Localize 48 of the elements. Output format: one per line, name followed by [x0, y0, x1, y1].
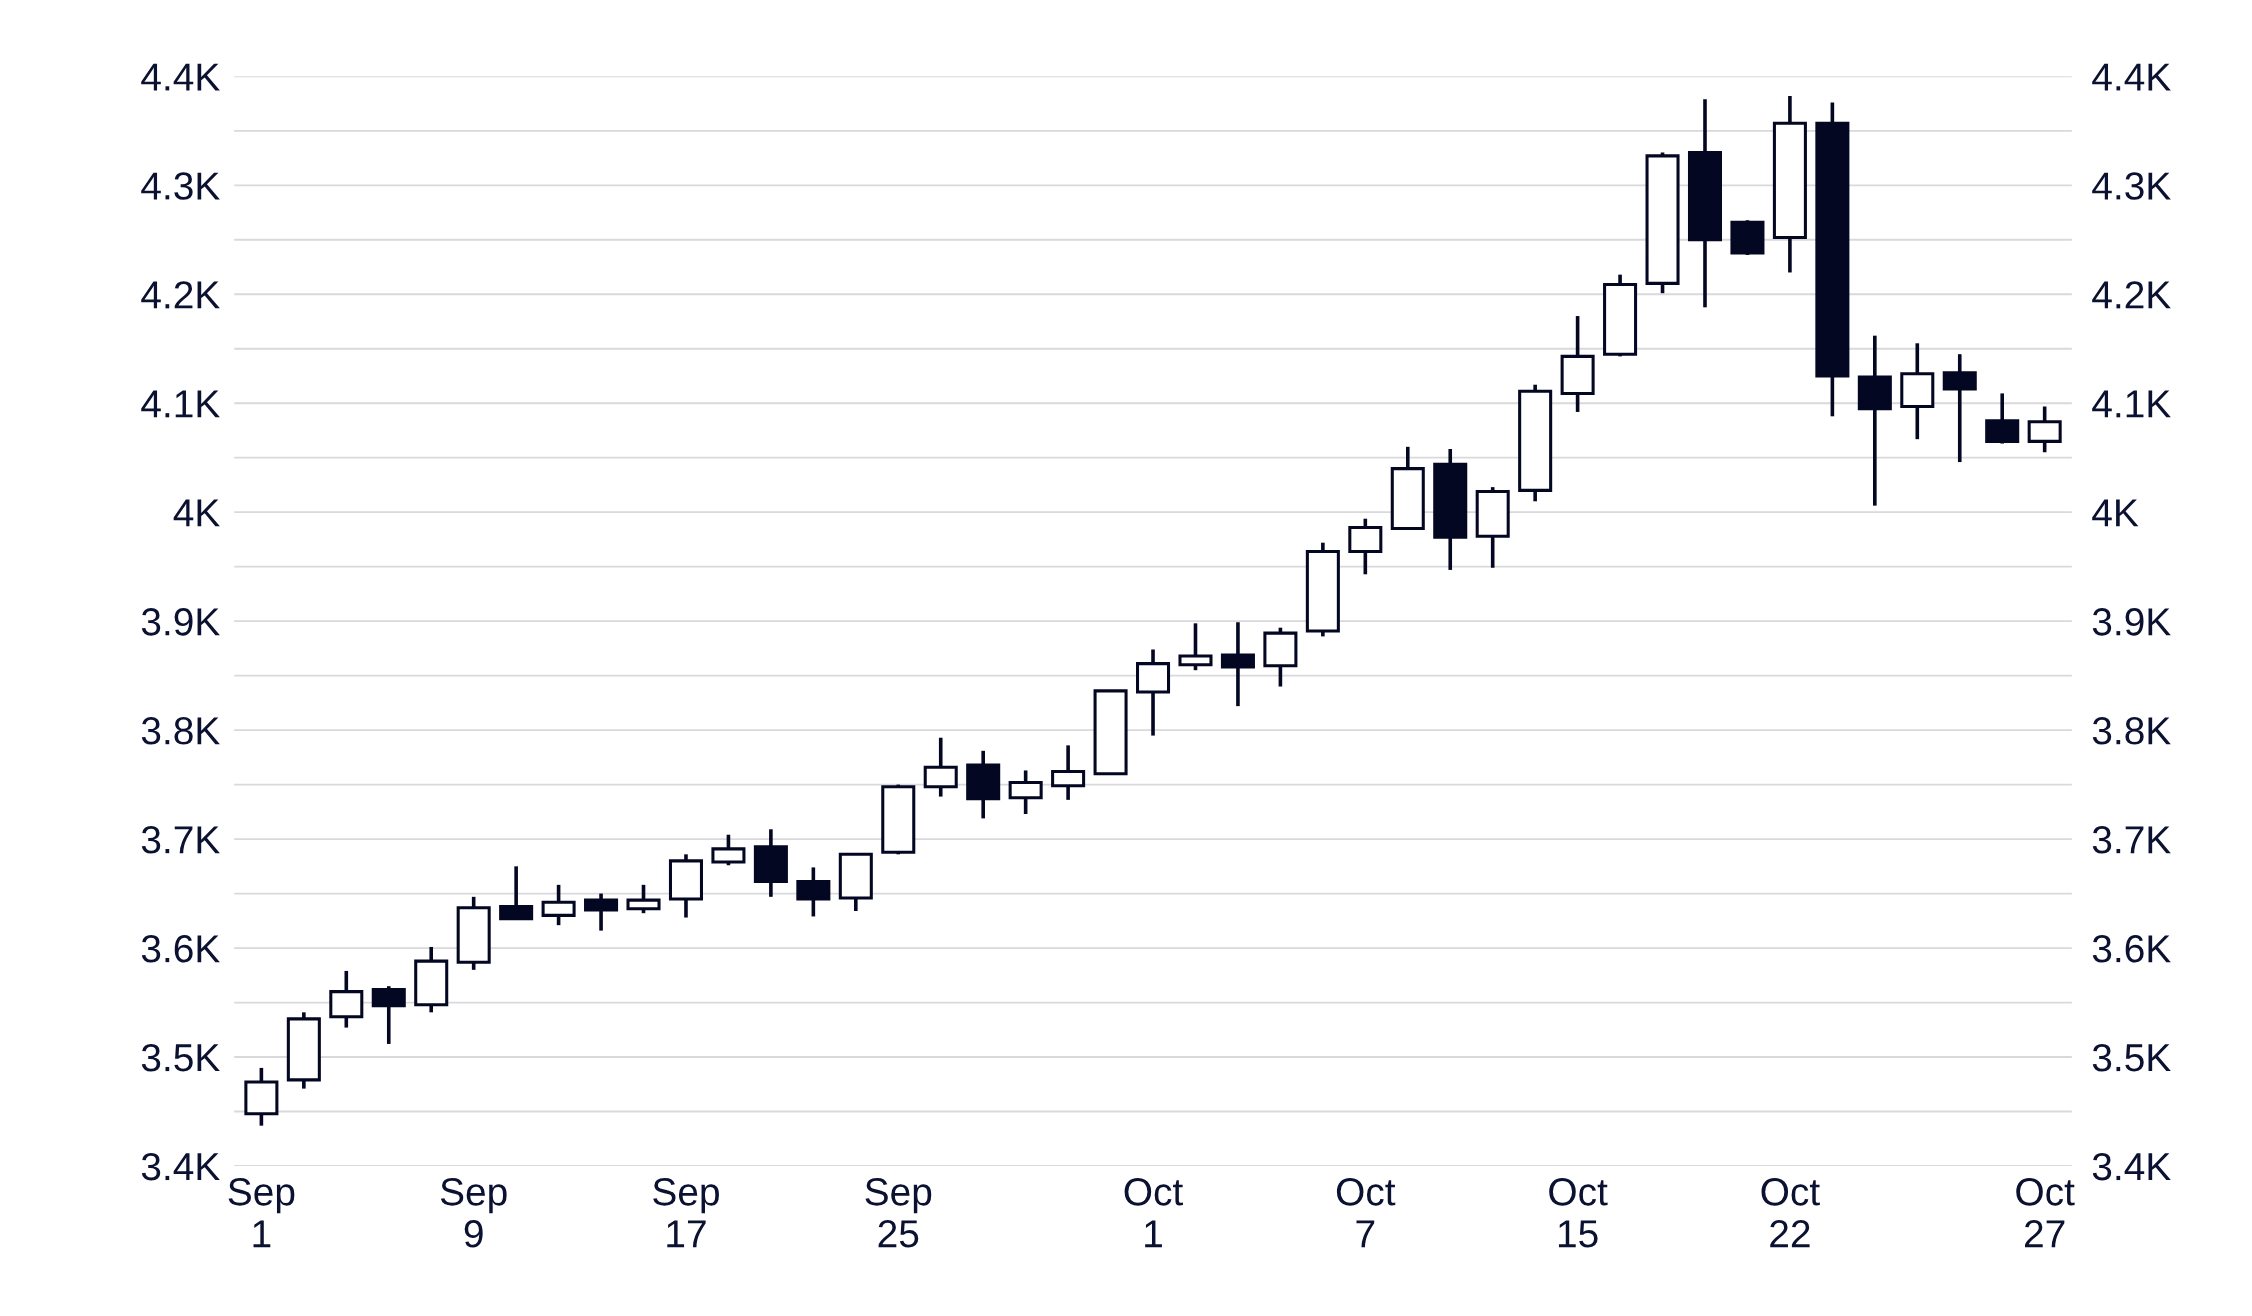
candlestick	[1433, 448, 1468, 570]
y-tick-label: 3.7K	[141, 826, 220, 854]
x-tick-label: Oct 27	[2016, 1178, 2075, 1248]
y-tick-label: 4.4K	[141, 63, 220, 91]
candlestick	[1051, 745, 1086, 800]
candlestick	[1772, 95, 1807, 273]
y-tick-label: 3.5K	[141, 1043, 220, 1072]
x-tick-label: Oct 22	[1761, 1178, 1820, 1248]
x-tick-label: Sep 25	[865, 1178, 932, 1248]
candlestick	[1220, 622, 1255, 707]
y-tick-label: 4K	[173, 499, 220, 527]
y2-tick-label: 4.1K	[2092, 390, 2171, 418]
y2-tick-label: 4.3K	[2092, 172, 2171, 200]
y2-tick-label: 3.6K	[2092, 934, 2171, 963]
y-tick-label: 4.2K	[141, 281, 220, 309]
candlestick	[753, 829, 788, 897]
x-tick-label: Oct 1	[1124, 1178, 1183, 1248]
candlestick	[1942, 354, 1977, 464]
candlestick	[1815, 102, 1850, 417]
candlestick	[329, 969, 364, 1028]
x-tick-label: Sep 17	[653, 1178, 719, 1248]
y2-tick-label: 3.4K	[2092, 1152, 2171, 1181]
x-tick-label: Sep 1	[228, 1178, 295, 1248]
y-tick-label: 3.9K	[141, 608, 220, 636]
candlestick	[1857, 335, 1892, 506]
y-tick-label: 3.6K	[141, 934, 220, 963]
y2-tick-label: 4.2K	[2092, 281, 2171, 309]
y2-tick-label: 3.8K	[2092, 717, 2171, 745]
x-tick-label: Oct 15	[1549, 1178, 1608, 1248]
x-tick-label: Oct 7	[1336, 1178, 1396, 1248]
y2-tick-label: 3.7K	[2092, 826, 2171, 854]
y-tick-label: 3.8K	[141, 717, 220, 745]
y-tick-label: 3.4K	[141, 1152, 220, 1181]
candlestick	[1136, 649, 1171, 736]
y-tick-label: 4.3K	[141, 172, 220, 200]
candlestick	[1687, 99, 1723, 308]
y2-tick-label: 4K	[2092, 499, 2139, 527]
candlestick	[1390, 446, 1425, 531]
candlestick	[1093, 689, 1128, 776]
y2-tick-label: 4.4K	[2092, 63, 2171, 91]
y2-tick-label: 3.9K	[2092, 608, 2171, 636]
y2-tick-label: 3.5K	[2092, 1043, 2171, 1072]
candlestick	[1900, 343, 1935, 440]
candlestick	[1560, 316, 1595, 412]
candlestick	[923, 737, 958, 797]
y-tick-label: 4.1K	[141, 390, 220, 418]
x-tick-label: Sep 9	[440, 1178, 507, 1248]
candlestick	[966, 750, 1001, 819]
